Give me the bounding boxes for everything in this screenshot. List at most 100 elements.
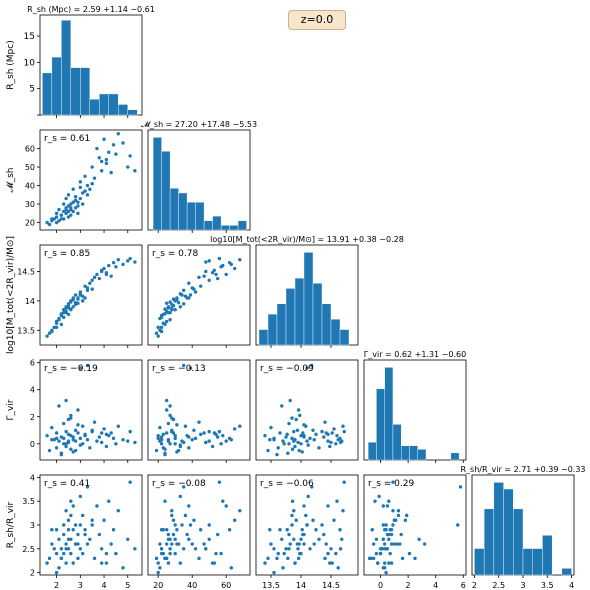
data-point <box>229 566 233 570</box>
data-point <box>166 532 171 537</box>
data-point <box>83 532 87 537</box>
data-point <box>97 156 102 160</box>
data-point <box>204 547 208 551</box>
data-point <box>111 143 116 147</box>
data-point <box>173 442 177 446</box>
data-point <box>97 435 102 439</box>
data-point <box>83 528 87 532</box>
data-point <box>391 480 395 484</box>
data-point <box>175 542 179 546</box>
data-point <box>99 159 104 164</box>
data-point <box>154 331 159 335</box>
data-point <box>233 427 237 431</box>
y-tick-label: 6 <box>30 359 35 368</box>
data-point <box>133 440 137 445</box>
data-point <box>102 266 106 271</box>
data-point <box>76 408 80 412</box>
data-point <box>62 442 66 446</box>
data-point <box>109 542 113 546</box>
y-tick-label: 3.5 <box>22 497 35 506</box>
data-point <box>392 518 397 522</box>
histogram-bar <box>417 449 427 461</box>
data-point <box>66 547 71 551</box>
data-point <box>282 551 286 556</box>
data-point <box>306 494 310 499</box>
data-point <box>165 301 169 305</box>
data-point <box>88 446 92 450</box>
data-point <box>62 308 66 312</box>
data-point <box>158 425 162 430</box>
data-point <box>293 444 297 449</box>
data-point <box>159 551 164 556</box>
data-point <box>417 537 421 541</box>
x-tick-label: 4 <box>433 581 438 590</box>
data-point <box>116 258 120 262</box>
data-point <box>183 513 188 518</box>
data-point <box>66 439 71 443</box>
data-point <box>54 431 59 435</box>
data-point <box>276 551 280 556</box>
x-tick-label: 0 <box>378 581 383 590</box>
data-point <box>116 509 120 513</box>
histogram-bar <box>169 188 179 231</box>
data-point <box>324 542 328 546</box>
data-point <box>78 185 83 190</box>
data-point <box>342 429 346 434</box>
panel-frame <box>255 359 359 461</box>
data-point <box>57 404 61 408</box>
data-point <box>73 198 78 203</box>
data-point <box>173 551 177 556</box>
data-point <box>292 439 296 443</box>
data-point <box>64 207 68 212</box>
data-point <box>78 523 83 527</box>
data-point <box>76 211 80 216</box>
panel-frame <box>147 244 251 346</box>
data-point <box>389 532 394 537</box>
y-tick-label: 20 <box>25 219 35 228</box>
data-point <box>104 161 109 166</box>
data-point <box>45 433 49 438</box>
data-point <box>76 542 80 546</box>
data-point <box>78 290 83 294</box>
data-point <box>187 446 191 450</box>
data-point <box>69 447 73 451</box>
data-point <box>62 202 66 206</box>
data-point <box>292 509 296 513</box>
histogram-bar <box>532 548 543 576</box>
data-point <box>384 523 388 527</box>
data-point <box>202 274 206 278</box>
data-point <box>388 528 392 532</box>
data-point <box>121 262 125 267</box>
data-point <box>178 494 182 499</box>
data-point <box>64 442 68 446</box>
data-point <box>305 439 309 443</box>
data-point <box>382 528 387 532</box>
histogram-bar <box>80 67 91 116</box>
data-point <box>156 433 160 438</box>
data-point <box>214 272 218 277</box>
data-point <box>332 518 336 522</box>
data-point <box>381 523 385 527</box>
x-tick-label: 2.5 <box>492 581 505 590</box>
data-point <box>158 566 162 570</box>
data-point <box>71 298 75 302</box>
data-point <box>296 547 300 551</box>
data-point <box>92 176 97 180</box>
data-point <box>187 537 191 541</box>
histogram-bar <box>474 548 485 576</box>
histogram-bar <box>195 202 205 231</box>
data-point <box>338 528 342 532</box>
data-point <box>69 300 73 304</box>
histogram-bar <box>493 482 504 576</box>
data-point <box>78 494 83 499</box>
data-point <box>45 220 49 225</box>
data-point <box>185 532 189 537</box>
data-point <box>188 523 193 527</box>
data-point <box>322 532 326 537</box>
data-point <box>224 504 228 508</box>
data-point <box>73 206 78 210</box>
x-tick-label: 3 <box>78 581 83 590</box>
data-point <box>185 296 189 300</box>
data-point <box>168 310 172 315</box>
data-point <box>182 302 186 306</box>
